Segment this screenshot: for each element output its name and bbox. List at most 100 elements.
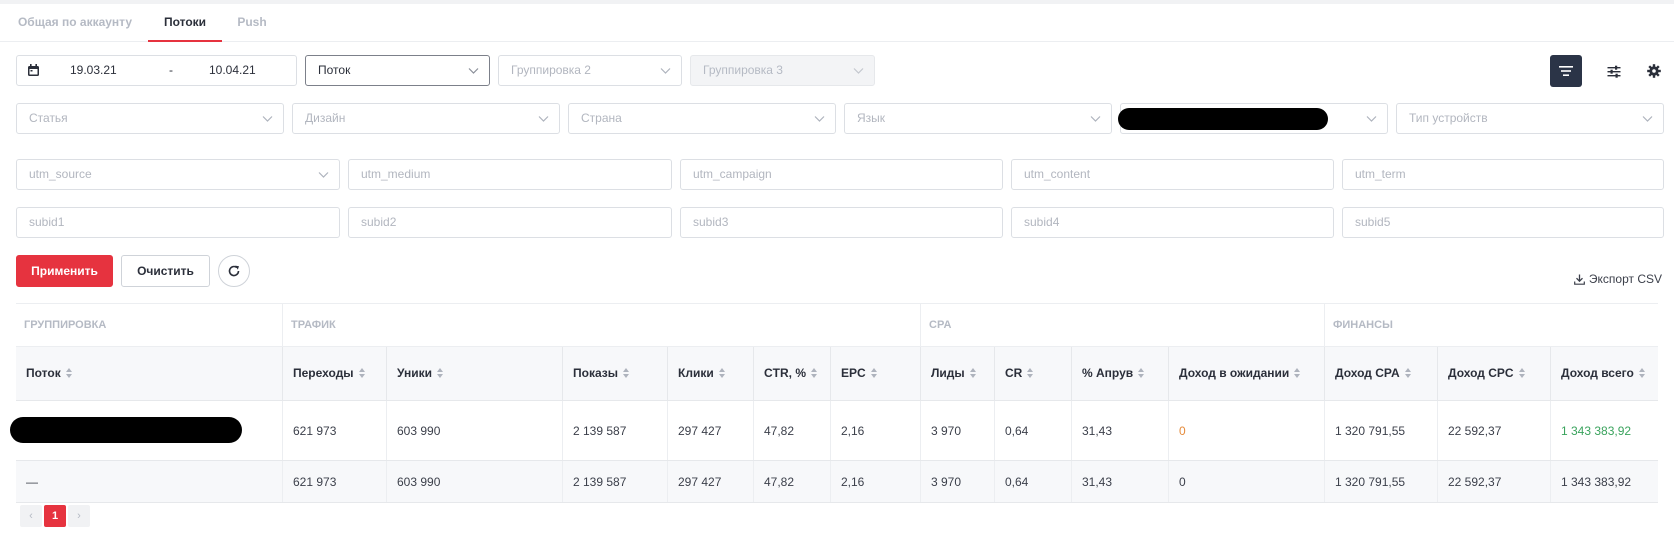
download-icon [1573,274,1585,285]
date-range-picker[interactable]: 19.03.21 - 10.04.21 [16,55,297,86]
pagination-page-1[interactable]: 1 [44,505,66,527]
chevron-down-icon [1642,116,1653,122]
col-clicks[interactable]: Клики [667,347,753,400]
calendar-icon [28,64,39,76]
col-approve[interactable]: % Апрув [1071,347,1168,400]
cell-uniques: 603 990 [386,401,562,460]
col-stream[interactable]: Поток [16,347,282,400]
language-select[interactable]: Язык [844,103,1112,134]
clear-button[interactable]: Очистить [121,255,210,287]
utm-content-placeholder: utm_content [1024,167,1091,181]
tab-push[interactable]: Push [237,15,267,29]
col-clicks-through[interactable]: Переходы [282,347,386,400]
cell-income-total: 1 343 383,92 [1550,401,1658,460]
utm-campaign-input[interactable]: utm_campaign [680,159,1003,190]
col-uniques[interactable]: Уники [386,347,562,400]
group-traffic: ТРАФИК [282,304,920,346]
chevron-down-icon [660,68,671,74]
col-cr[interactable]: CR [994,347,1071,400]
sort-icon [1404,368,1412,378]
date-separator: - [169,63,173,77]
design-placeholder: Дизайн [305,111,346,125]
device-type-placeholder: Тип устройств [1409,111,1488,125]
pagination-next[interactable]: › [68,505,90,527]
cell-uniques: 603 990 [386,461,562,502]
subid2-placeholder: subid2 [361,215,397,229]
tab-account-overview[interactable]: Общая по аккаунту [17,15,133,29]
group-finance: ФИНАНСЫ [1324,304,1658,346]
subid4-placeholder: subid4 [1024,215,1060,229]
cell-income-cpc: 22 592,37 [1437,401,1550,460]
cell-income-cpc: 22 592,37 [1437,461,1550,502]
date-to: 10.04.21 [209,63,256,77]
subid4-input[interactable]: subid4 [1011,207,1334,238]
utm-campaign-placeholder: utm_campaign [693,167,772,181]
cell-approve: 31,43 [1071,401,1168,460]
article-placeholder: Статья [29,111,68,125]
sort-icon [718,368,726,378]
settings-button[interactable] [1642,55,1666,87]
cell-leads: 3 970 [920,401,994,460]
col-pending-income[interactable]: Доход в ожидании [1168,347,1324,400]
table-row: 621 973 603 990 2 139 587 297 427 47,82 … [16,401,1658,461]
sliders-icon [1607,65,1621,78]
cell-stream: — [26,474,38,489]
subid3-input[interactable]: subid3 [680,207,1003,238]
table-row-total: — 621 973 603 990 2 139 587 297 427 47,8… [16,461,1658,503]
subid1-input[interactable]: subid1 [16,207,340,238]
col-income-cpc[interactable]: Доход CPC [1437,347,1550,400]
export-csv-link[interactable]: Экспорт CSV [1573,272,1662,286]
subid5-input[interactable]: subid5 [1342,207,1664,238]
cell-clicks-through: 621 973 [282,461,386,502]
subid5-placeholder: subid5 [1355,215,1391,229]
grouping-3-placeholder: Группировка 3 [703,63,783,77]
cell-pending-income: 0 [1168,401,1324,460]
col-income-total[interactable]: Доход всего [1550,347,1658,400]
country-select[interactable]: Страна [568,103,836,134]
utm-source-select[interactable]: utm_source [16,159,340,190]
grouping-1-select[interactable]: Поток [305,55,490,86]
subid1-placeholder: subid1 [29,215,65,229]
chevron-down-icon [1366,116,1377,122]
top-bar [0,0,1674,4]
col-ctr[interactable]: CTR, % [753,347,830,400]
date-from: 19.03.21 [70,63,117,77]
col-epc[interactable]: EPC [830,347,920,400]
utm-content-input[interactable]: utm_content [1011,159,1334,190]
utm-term-placeholder: utm_term [1355,167,1406,181]
col-leads[interactable]: Лиды [920,347,994,400]
redaction-mark [10,417,242,443]
sliders-button[interactable] [1598,55,1630,87]
group-grouping: ГРУППИРОВКА [24,319,107,331]
design-select[interactable]: Дизайн [292,103,560,134]
cell-cr: 0,64 [994,401,1071,460]
chevron-down-icon [1090,116,1101,122]
col-impressions[interactable]: Показы [562,347,667,400]
apply-button[interactable]: Применить [16,255,113,287]
tab-streams[interactable]: Потоки [148,4,222,42]
article-select[interactable]: Статья [16,103,284,134]
device-type-select[interactable]: Тип устройств [1396,103,1664,134]
cell-income-cpa: 1 320 791,55 [1324,461,1437,502]
chevron-down-icon [814,116,825,122]
sort-icon [1027,368,1034,378]
grouping-1-value: Поток [318,63,351,77]
grouping-2-select[interactable]: Группировка 2 [498,55,682,86]
pagination-prev[interactable]: ‹ [20,505,42,527]
cell-clicks-through: 621 973 [282,401,386,460]
cell-clicks: 297 427 [667,401,753,460]
subid2-input[interactable]: subid2 [348,207,672,238]
utm-term-input[interactable]: utm_term [1342,159,1664,190]
sort-icon [1638,368,1646,378]
utm-medium-input[interactable]: utm_medium [348,159,672,190]
filter-lines-button[interactable] [1550,55,1582,87]
cell-ctr: 47,82 [753,401,830,460]
sort-icon [358,368,366,378]
chevron-down-icon [538,116,549,122]
refresh-button[interactable] [218,255,250,287]
cell-ctr: 47,82 [753,461,830,502]
tab-bar: Общая по аккаунту Потоки Push [0,4,1674,42]
col-income-cpa[interactable]: Доход CPA [1324,347,1437,400]
sort-icon [1294,368,1301,378]
chevron-down-icon [853,68,864,74]
